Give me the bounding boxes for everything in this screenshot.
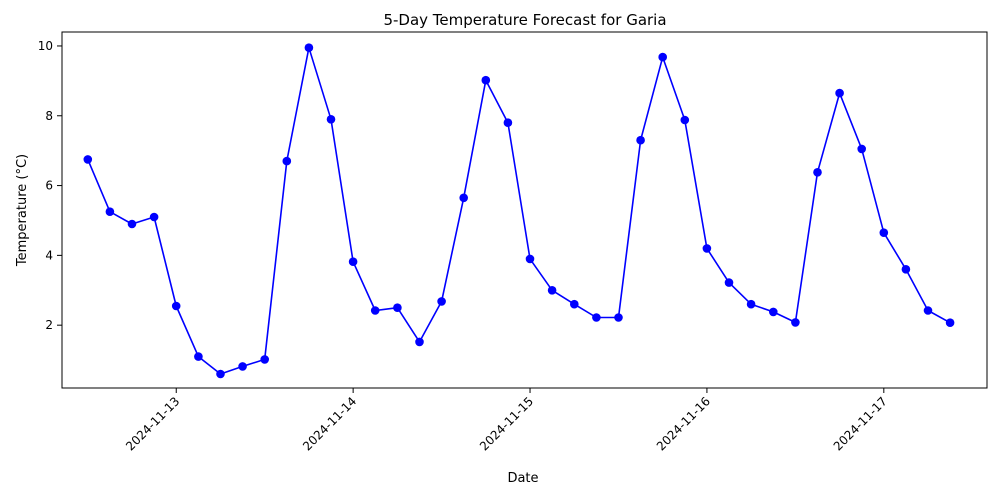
data-point <box>835 88 844 98</box>
data-point <box>680 115 690 125</box>
y-axis-label: Temperature (°C) <box>15 154 30 267</box>
data-point <box>459 193 469 203</box>
data-point <box>570 299 579 309</box>
data-point <box>879 228 889 237</box>
data-point <box>658 52 667 62</box>
data-point <box>481 75 491 85</box>
data-point <box>370 306 380 315</box>
data-point <box>791 318 800 327</box>
data-point <box>171 301 181 311</box>
plot-frame <box>61 31 988 389</box>
data-point <box>304 43 314 52</box>
x-tick-label: 2024-11-14 <box>300 394 359 453</box>
data-point <box>724 278 734 287</box>
y-tick-label: 2 <box>45 318 53 332</box>
data-point <box>238 362 247 371</box>
data-point <box>503 118 513 127</box>
series-line-group <box>87 46 951 375</box>
data-point <box>769 307 778 317</box>
series-line <box>87 46 951 375</box>
data-point <box>348 257 358 267</box>
y-tick-label: 6 <box>45 179 53 193</box>
x-axis: 2024-11-13 2024-11-14 2024-11-15 2024-11-16… <box>123 388 890 453</box>
data-point <box>194 352 203 361</box>
data-point <box>746 299 756 309</box>
data-point <box>326 115 336 124</box>
y-tick-label: 4 <box>45 248 53 262</box>
x-axis-label: Date <box>507 471 538 486</box>
series-points-group <box>83 43 955 379</box>
data-point <box>592 313 601 322</box>
data-point <box>547 286 557 295</box>
data-point <box>260 355 270 364</box>
x-tick-label: 2024-11-17 <box>831 394 890 453</box>
data-point <box>923 306 933 315</box>
chart-title: 5-Day Temperature Forecast for Garia <box>383 11 666 29</box>
data-point <box>614 313 623 322</box>
y-tick-label: 8 <box>45 109 53 123</box>
data-point <box>83 155 93 164</box>
data-point <box>901 265 911 274</box>
data-point <box>216 369 225 379</box>
y-tick-label: 10 <box>38 39 53 53</box>
x-tick-label: 2024-11-15 <box>477 394 536 453</box>
x-tick-label: 2024-11-16 <box>654 394 713 453</box>
data-point <box>149 212 159 222</box>
data-point <box>127 219 137 229</box>
data-point <box>945 318 955 328</box>
x-tick-label: 2024-11-13 <box>123 394 182 453</box>
data-point <box>105 207 115 216</box>
data-point <box>437 297 446 306</box>
data-point <box>415 337 424 347</box>
data-point <box>636 135 645 145</box>
data-point <box>393 303 402 313</box>
plot-area <box>61 31 988 389</box>
y-axis: 2 4 6 8 10 <box>38 39 62 332</box>
data-point <box>525 254 535 264</box>
data-point <box>857 144 866 154</box>
data-point <box>813 168 822 177</box>
data-point <box>702 244 712 253</box>
data-point <box>282 156 292 166</box>
